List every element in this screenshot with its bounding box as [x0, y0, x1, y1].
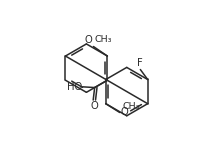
Text: O: O: [85, 35, 93, 45]
Text: O: O: [120, 107, 128, 118]
Text: F: F: [137, 58, 143, 68]
Text: HO: HO: [67, 82, 82, 92]
Text: CH₃: CH₃: [95, 35, 112, 44]
Text: CH₃: CH₃: [123, 102, 140, 111]
Text: O: O: [90, 101, 98, 111]
